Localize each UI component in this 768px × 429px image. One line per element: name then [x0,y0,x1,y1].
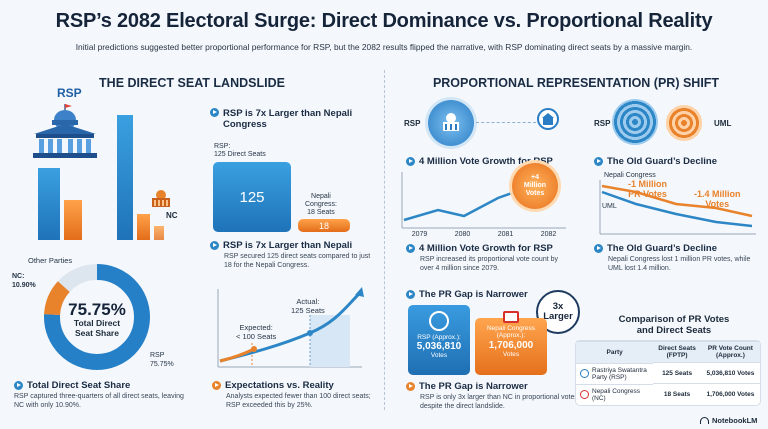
left-section-title: THE DIRECT SEAT LANDSLIDE [99,76,285,90]
card1-heading: RSP is 7x Larger than Nepali Congress [210,108,370,130]
donut-other-label: Other Parties [28,256,73,265]
donut-center-value: 75.75% [68,300,126,319]
year-label: 2081 [497,231,514,238]
bullet-icon [212,381,221,390]
decline-uml-label: UML [714,119,732,128]
donut-caption-desc: RSP captured three-quarters of all direc… [14,393,184,409]
rsp-logo-icon [580,369,589,378]
rsp-label: RSP [57,86,82,100]
growth-connector [476,122,536,123]
seat-share-donut [44,264,150,370]
year-label: 2080 [454,231,471,238]
decline-desc: Nepali Congress lost 1 million PR votes,… [608,256,751,272]
section-divider [384,70,385,410]
notebooklm-icon [700,417,709,424]
card2-heading: RSP is 7x Larger than Nepali [210,240,380,251]
bullet-icon [406,290,415,299]
bullet-icon [210,108,219,117]
table-row: Rastriya Swatantra Party (RSP) 125 Seats… [576,362,760,384]
card1-nc-value: 18 [318,220,329,231]
card1-rsp-value: 125 [239,188,265,206]
nc-bar-mini [154,226,164,240]
donut-rsp-label: RSP 75.75% [150,352,174,368]
table-header-row: Party Direct Seats (FPTP) PR Vote Count … [576,341,760,363]
nc-label: NC [166,211,178,220]
right-section-title: PROPORTIONAL REPRESENTATION (PR) SHIFT [432,76,720,90]
gap-heading2: The PR Gap is Narrower [406,381,576,392]
growth-years: 2079 2080 2081 2082 [398,231,570,238]
decline-nc-label: Nepali Congress [604,172,656,179]
gap-heading: The PR Gap is Narrower [406,289,566,300]
bullet-icon [406,157,415,166]
expect-heading: Expectations vs. Reality [212,380,382,391]
donut-rsp-slice [44,264,150,370]
building-icon [542,113,554,125]
comparison-table: Party Direct Seats (FPTP) PR Vote Count … [576,341,760,405]
bullet-icon [594,244,603,253]
page-subtitle: Initial predictions suggested better pro… [75,42,693,52]
rsp-bar-tall [117,115,133,240]
decline-chart [599,180,756,235]
gap-desc: RSP is only 3x larger than NC in proport… [420,394,580,410]
gap-nc-icon [503,311,519,323]
expected-label: Expected: < 100 Seats [236,323,277,341]
growth-heading2: 4 Million Vote Growth for RSP [406,243,586,254]
decline-nc-drop: -1 Million PR Votes [628,179,667,199]
donut-center-label: Total Direct Seat Share [73,318,121,338]
nc-building-icon [152,190,170,207]
actual-label: Actual: 125 Seats [291,297,325,315]
parliament-icon [443,113,459,131]
decline-heading2: The Old Guard’s Decline [594,243,764,254]
donut-caption-heading: Total Direct Seat Share [14,380,204,391]
decline-uml-line-label: UML [602,203,617,210]
card1-rsp-label: RSP: 125 Direct Seats [214,143,266,159]
growth-heading: 4 Million Vote Growth for RSP [406,156,586,167]
year-label: 2079 [411,231,428,238]
bullet-icon [210,241,219,250]
expectations-chart [217,287,364,368]
card1-nc-bar: 18 [298,219,350,232]
growth-desc: RSP increased its proportional vote coun… [420,256,559,272]
table-title: Comparison of PR Votes and Direct Seats [618,314,730,337]
page-title: RSP’s 2082 Electoral Surge: Direct Domin… [55,10,713,32]
nc-bar-small [64,200,82,240]
decline-heading: The Old Guard’s Decline [594,156,764,167]
bullet-icon [406,382,415,391]
bullet-icon [14,381,23,390]
bullet-icon [594,157,603,166]
bullet-icon [406,244,415,253]
decline-rsp-label: RSP [594,119,611,128]
rsp-bar-small [38,168,60,240]
table-row: Nepali Congress (NC) 18 Seats 1,706,000 … [576,383,760,405]
card1-rsp-bar: 125 [213,162,291,232]
rsp-ripple-icon [612,99,658,145]
gap-rsp-icon [429,311,449,331]
donut-nc-label: NC: 10.90% [12,273,36,289]
rsp-icon-label: RSP [404,119,421,128]
expect-desc: Analysts expected fewer than 100 direct … [226,393,371,409]
card1-nc-label: Nepali Congress: 18 Seats [305,193,337,217]
gap-nc-card: Nepali Congress (Approx.): 1,706,000 Vot… [475,311,547,375]
uml-ripple-icon [666,105,702,141]
footer-brand: NotebookLM [700,416,757,425]
gap-rsp-card: RSP (Approx.): 5,036,810 Votes [408,305,470,375]
decline-uml-drop: -1.4 Million Votes [694,189,741,209]
nc-logo-icon [580,390,589,399]
nc-bar-tall [137,214,150,240]
growth-badge: +4 Million Votes [512,163,558,209]
parliament-building-icon [33,104,97,158]
card2-desc: RSP secured 125 direct seats compared to… [224,253,371,269]
year-label: 2082 [540,231,557,238]
